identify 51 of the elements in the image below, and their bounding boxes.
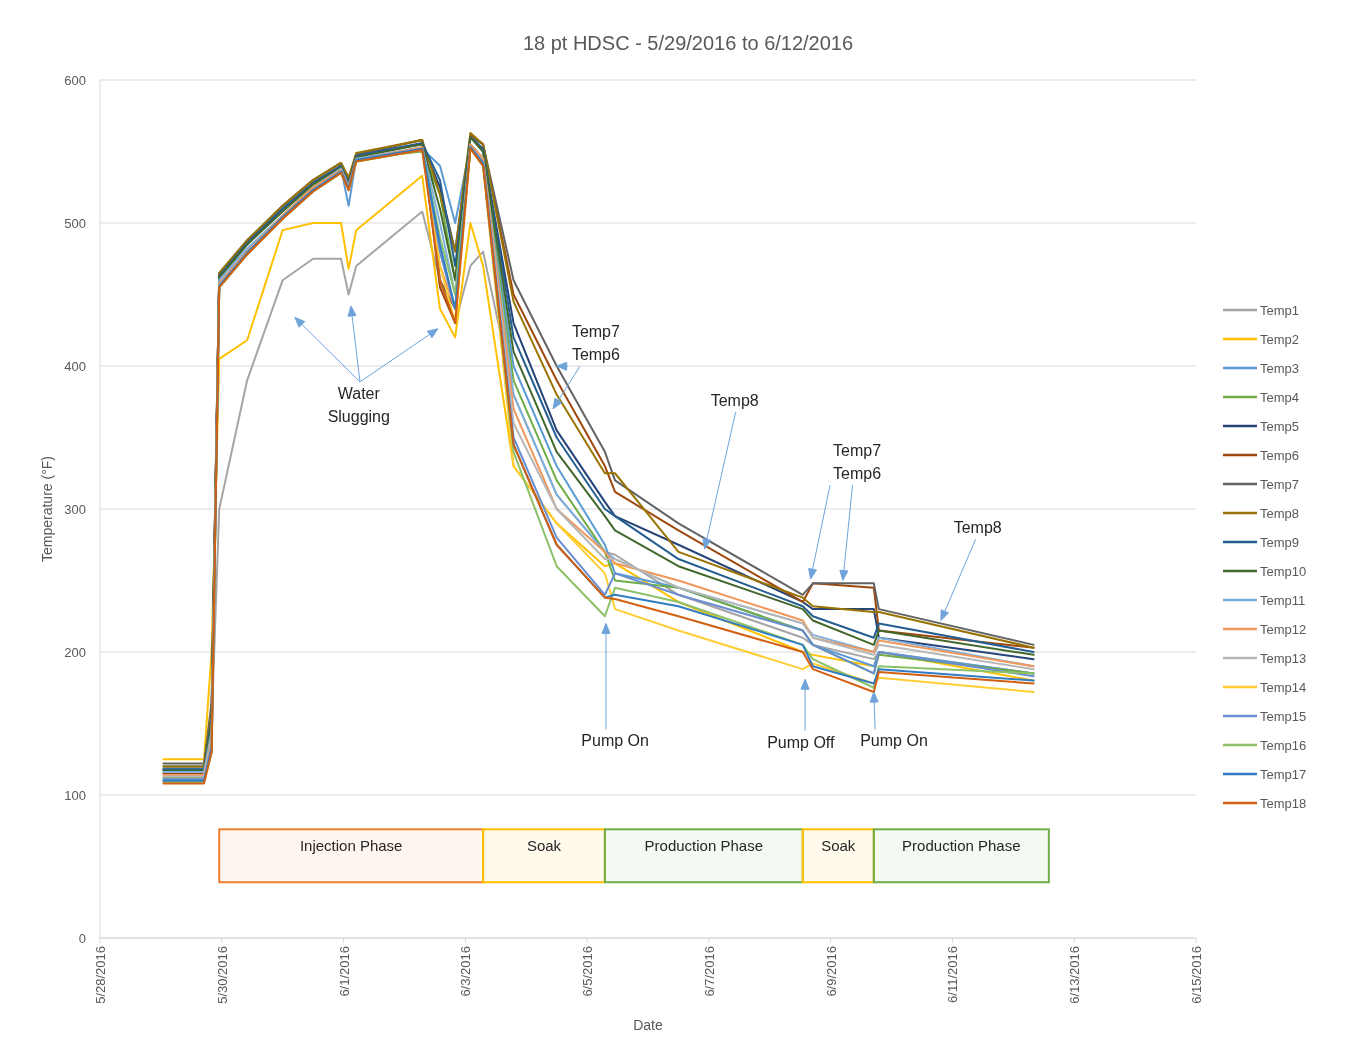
x-tick-label: 6/7/2016 [701,946,717,997]
band-label: Production Phase [902,837,1021,855]
legend-label: Temp9 [1260,535,1300,550]
legend-label: Temp11 [1260,593,1306,608]
x-tick-label: 6/3/2016 [458,946,474,997]
x-axis-title: Date [633,1017,663,1033]
legend-label: Temp5 [1260,419,1300,434]
y-tick-label: 400 [64,359,86,374]
legend-label: Temp4 [1260,390,1300,405]
legend-label: Temp18 [1260,796,1307,811]
x-tick-label: 5/30/2016 [214,946,230,1004]
x-tick-label: 6/15/2016 [1189,946,1204,1004]
band-label: Soak [821,837,856,855]
legend-label: Temp16 [1260,738,1307,753]
annotation: Temp7 Temp6 [571,323,621,364]
annotation: Pump On [581,732,649,750]
y-tick-label: 600 [64,73,86,88]
legend-label: Temp7 [1260,477,1300,492]
legend-label: Temp8 [1260,506,1300,521]
legend-label: Temp15 [1260,709,1307,724]
x-tick-label: 6/13/2016 [1067,946,1083,1004]
band-label: Soak [526,837,562,855]
y-tick-label: 300 [64,502,86,517]
annotation: Temp8 [953,519,1002,537]
y-axis-title: Temperature (°F) [39,456,55,562]
chart-title: 18 pt HDSC - 5/29/2016 to 6/12/2016 [522,32,854,54]
legend-label: Temp17 [1260,767,1307,782]
legend-label: Temp2 [1260,332,1300,347]
legend-label: Temp6 [1260,448,1300,463]
annotation: Pump Off [767,733,836,751]
y-tick-label: 0 [78,931,86,946]
y-tick-label: 500 [64,216,86,231]
x-tick-label: 5/28/2016 [93,946,108,1004]
annotation: Temp7 Temp6 [833,442,882,483]
x-tick-label: 6/5/2016 [580,946,596,997]
y-tick-label: 200 [64,645,86,660]
legend-label: Temp10 [1260,564,1307,579]
legend-label: Temp14 [1260,680,1307,695]
legend-label: Temp1 [1260,303,1300,318]
x-tick-label: 6/1/2016 [336,946,352,997]
annotation: Temp8 [710,392,759,410]
legend-label: Temp3 [1260,361,1300,376]
annotation: Water Slugging [327,384,390,425]
annotation: Pump On [860,732,928,750]
band-label: Production Phase [644,837,764,855]
x-tick-label: 6/11/2016 [945,946,961,1003]
x-tick-label: 6/9/2016 [823,946,839,997]
band-label: Injection Phase [299,837,403,855]
legend-label: Temp12 [1260,622,1307,637]
y-tick-label: 100 [64,788,86,803]
legend-label: Temp13 [1260,651,1307,666]
